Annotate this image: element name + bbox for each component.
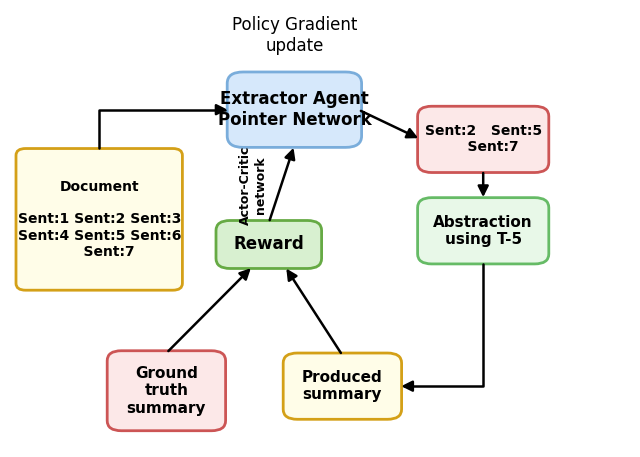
Text: Policy Gradient
update: Policy Gradient update [232, 16, 357, 55]
FancyBboxPatch shape [16, 149, 182, 290]
FancyBboxPatch shape [108, 351, 226, 430]
Text: Extractor Agent
Pointer Network: Extractor Agent Pointer Network [218, 90, 371, 129]
Text: Sent:2   Sent:5
    Sent:7: Sent:2 Sent:5 Sent:7 [424, 124, 542, 154]
Text: Document

Sent:1 Sent:2 Sent:3
Sent:4 Sent:5 Sent:6
    Sent:7: Document Sent:1 Sent:2 Sent:3 Sent:4 Sen… [17, 180, 181, 259]
Text: Ground
truth
summary: Ground truth summary [127, 366, 206, 415]
Text: Actor-Critic
network: Actor-Critic network [239, 145, 267, 225]
FancyBboxPatch shape [417, 197, 548, 264]
Text: Abstraction
using T-5: Abstraction using T-5 [433, 215, 533, 247]
FancyBboxPatch shape [216, 220, 321, 268]
Text: Produced
summary: Produced summary [302, 370, 383, 402]
FancyBboxPatch shape [283, 353, 402, 420]
FancyBboxPatch shape [417, 106, 548, 173]
FancyBboxPatch shape [227, 72, 362, 147]
Text: Reward: Reward [234, 235, 304, 254]
